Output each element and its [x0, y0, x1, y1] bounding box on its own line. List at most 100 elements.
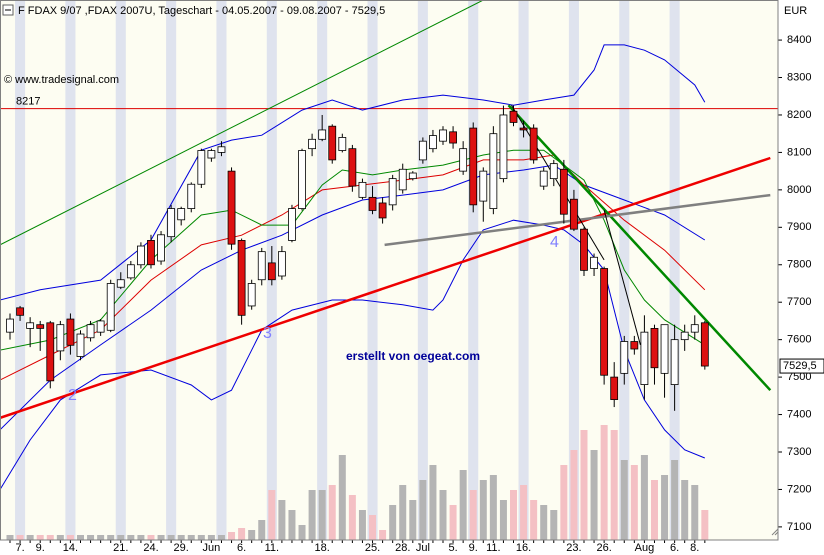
x-tick-label: 25.: [365, 542, 380, 554]
volume-bar: [107, 535, 115, 540]
indicator-line: [0, 44, 706, 301]
day-stripes: [15, 0, 680, 540]
y-tick-label: 8000: [787, 184, 811, 196]
volume-bar: [217, 535, 225, 540]
candle-layer: [6, 105, 709, 411]
candle-body: [559, 168, 568, 215]
candle-body: [26, 322, 35, 329]
volume-bar: [409, 500, 417, 540]
stripe: [15, 0, 26, 540]
volume-bar: [228, 532, 236, 540]
candle-body: [610, 376, 619, 400]
volume-bar: [661, 475, 669, 540]
candle-body: [469, 127, 478, 206]
x-tick-label: 29.: [174, 542, 189, 554]
candle-body: [227, 170, 236, 245]
candle-body: [76, 333, 85, 357]
volume-bar: [197, 535, 205, 540]
candle-body: [700, 322, 709, 367]
trendline: [0, 156, 771, 420]
stripe: [216, 0, 227, 540]
y-tick-label: 7700: [787, 296, 811, 308]
volume-bar: [550, 510, 558, 540]
volume-bar: [127, 535, 135, 540]
x-tick-label: 18.: [315, 542, 330, 554]
candle-body: [529, 127, 538, 161]
candle-body: [368, 196, 377, 211]
y-tick-label: 7500: [787, 371, 811, 383]
volume-bar: [439, 490, 447, 540]
candle-body: [570, 198, 578, 230]
candle-body: [16, 307, 24, 316]
candle-body: [590, 256, 598, 269]
stripe: [317, 0, 328, 540]
volume-bar: [479, 480, 487, 540]
volume-bar: [298, 525, 306, 540]
candle-body: [690, 324, 699, 333]
last-price-label: 7529,5: [783, 360, 817, 372]
candle-body: [489, 133, 498, 209]
stripe: [518, 0, 529, 540]
candle-body: [288, 208, 296, 241]
candle-body: [96, 320, 105, 333]
volume-bar: [580, 430, 588, 540]
stripe: [568, 0, 579, 540]
volume-bar: [26, 535, 34, 540]
volume-bar: [691, 485, 699, 540]
candle-body: [509, 110, 518, 123]
volume-bar: [610, 430, 618, 540]
candle-body: [187, 183, 196, 209]
volume-bar: [489, 475, 497, 540]
plot-frame: [0, 0, 779, 541]
candle-body: [197, 150, 206, 185]
volume-bar: [379, 530, 387, 540]
candle-body: [328, 125, 337, 161]
candle-body: [640, 331, 649, 385]
volume-bar: [389, 505, 397, 540]
candle-body: [247, 283, 256, 307]
volume-bar: [600, 425, 608, 540]
candle-body: [86, 324, 95, 339]
volume-bar: [510, 490, 517, 540]
x-tick-label: 16.: [516, 542, 531, 554]
x-tick-label: 9.: [469, 542, 478, 554]
candle-body: [338, 137, 347, 151]
candle-body: [66, 318, 75, 346]
volume-bar: [6, 535, 14, 540]
volume-bar: [66, 535, 74, 540]
stripe: [65, 0, 76, 540]
stripe: [468, 0, 479, 540]
volume-bar: [590, 450, 598, 540]
volume-bar: [640, 455, 648, 540]
volume-bar: [671, 460, 679, 540]
indicator-line: [0, 154, 706, 381]
candle-body: [388, 178, 397, 206]
volume-bar: [76, 535, 84, 540]
x-tick-label: 6.: [670, 542, 679, 554]
candle-body: [298, 150, 306, 209]
volume-bar: [499, 500, 507, 540]
candle-body: [459, 148, 468, 172]
volume-bar: [520, 485, 528, 540]
volume-bar: [177, 535, 185, 540]
volume-bar: [620, 460, 628, 540]
candle-body: [157, 234, 165, 262]
volume-layer: [6, 425, 709, 540]
volume-bar: [530, 500, 538, 540]
trendline: [511, 104, 605, 261]
volume-bar: [187, 535, 195, 540]
candle-body: [308, 138, 317, 150]
candle-body: [499, 114, 508, 180]
y-tick-label: 8400: [787, 34, 811, 46]
candle-body: [650, 328, 659, 369]
candle-body: [408, 172, 417, 180]
volume-bar: [36, 535, 44, 540]
candle-body: [398, 168, 407, 191]
stripe: [166, 0, 177, 540]
volume-bar: [147, 535, 155, 540]
candle-body: [580, 228, 588, 271]
last-price-box: [779, 358, 824, 374]
volume-bar: [248, 530, 256, 540]
volume-bar: [238, 528, 246, 540]
y-tick-label: 7600: [787, 334, 811, 346]
